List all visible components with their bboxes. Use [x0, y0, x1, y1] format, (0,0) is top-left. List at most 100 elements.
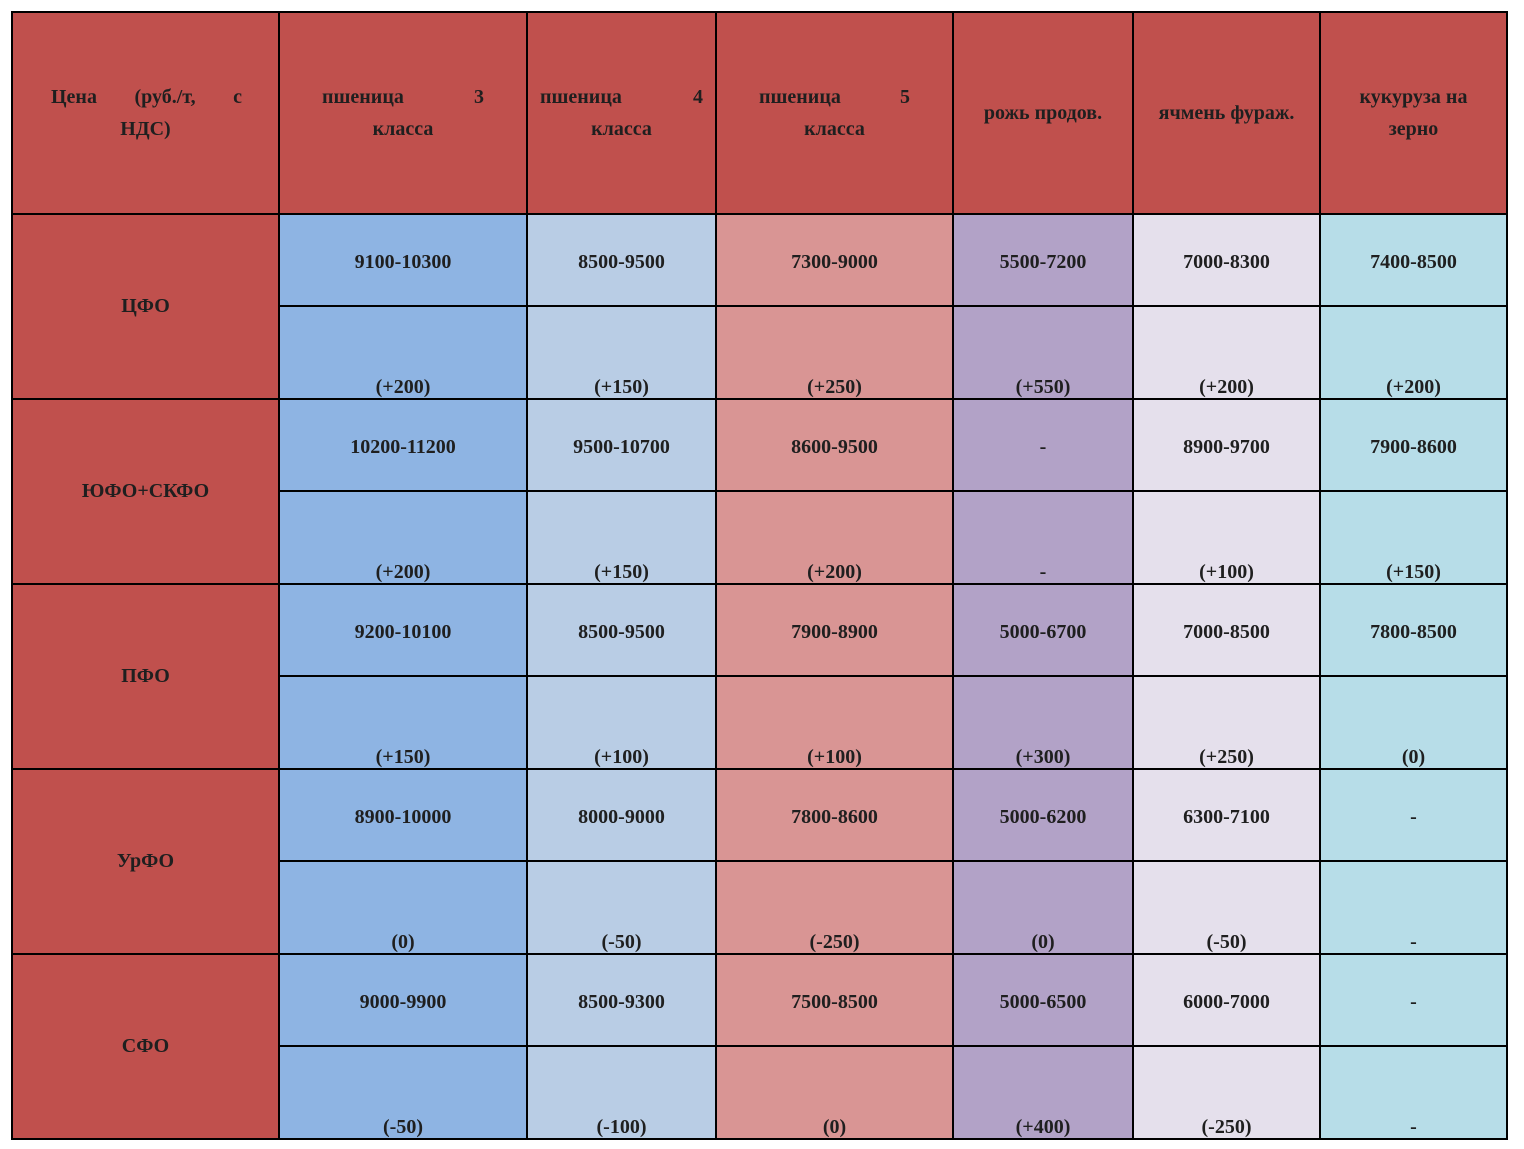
- wheat-4-class-label: класса: [591, 118, 652, 140]
- price-unit-vat: НДС): [120, 118, 171, 140]
- price-range-wheat-3: 10200-11200: [278, 398, 528, 492]
- wheat-5-line1: пшеница 5: [718, 81, 951, 113]
- wheat-3-class-num: 3: [474, 86, 484, 108]
- corn-label-line2: зерно: [1388, 118, 1439, 140]
- price-unit-word: Цена: [51, 86, 97, 108]
- district-cell: ПФО: [11, 583, 280, 770]
- price-change-wheat-4: (+150): [526, 490, 717, 585]
- price-range-wheat-4: 8000-9000: [526, 768, 717, 862]
- price-range-wheat-4: 8500-9500: [526, 213, 717, 307]
- price-change-corn: -: [1319, 1045, 1508, 1140]
- price-change-wheat-4: (+100): [526, 675, 717, 770]
- price-range-rye: 5000-6200: [952, 768, 1134, 862]
- district-cell: УрФО: [11, 768, 280, 955]
- price-unit-header: Цена (руб./т, с НДС): [11, 11, 280, 215]
- column-header-wheat-3: пшеница 3 класса: [278, 11, 528, 215]
- price-change-rye: (+300): [952, 675, 1134, 770]
- wheat-3-class-label: класса: [372, 118, 434, 140]
- rye-label: рожь продов.: [983, 102, 1103, 124]
- price-change-rye: (+400): [952, 1045, 1134, 1140]
- price-range-barley: 6000-7000: [1132, 953, 1321, 1047]
- price-change-corn: (+200): [1319, 305, 1508, 400]
- table-row: (+200) (+150) (+200) - (+100) (+150): [12, 490, 1508, 585]
- price-unit-rub: (руб./т, с: [134, 86, 243, 108]
- wheat-5-class-label: класса: [804, 118, 865, 140]
- table-row: (-50) (-100) (0) (+400) (-250) -: [12, 1045, 1508, 1140]
- price-range-corn: 7900-8600: [1319, 398, 1508, 492]
- price-change-wheat-5: (-250): [715, 860, 954, 955]
- table-row: (+200) (+150) (+250) (+550) (+200) (+200): [12, 305, 1508, 400]
- price-range-rye: 5000-6700: [952, 583, 1134, 677]
- table-row: ПФО 9200-10100 8500-9500 7900-8900 5000-6700…: [11, 583, 1508, 770]
- price-range-rye: 5000-6500: [952, 953, 1134, 1047]
- price-range-barley: 7000-8500: [1132, 583, 1321, 677]
- corn-label-line1: кукуруза на: [1359, 86, 1468, 108]
- header-row: Цена (руб./т, с НДС) пшеница 3 класса пш…: [11, 11, 1508, 215]
- price-range-wheat-3: 9100-10300: [278, 213, 528, 307]
- price-change-wheat-3: (+200): [278, 305, 528, 400]
- wheat-4-word: пшеница: [540, 86, 622, 108]
- table-row: СФО 9000-9900 8500-9300 7500-8500 5000-6500 6…: [11, 953, 1508, 1140]
- price-range-wheat-3: 9000-9900: [278, 953, 528, 1047]
- price-change-barley: (+100): [1132, 490, 1321, 585]
- column-header-barley: ячмень фураж.: [1132, 11, 1321, 215]
- price-range-wheat-5: 8600-9500: [715, 398, 954, 492]
- price-change-wheat-5: (+100): [715, 675, 954, 770]
- wheat-4-class-num: 4: [693, 86, 703, 108]
- price-unit-line1: Цена (руб./т, с: [14, 81, 277, 113]
- price-range-barley: 6300-7100: [1132, 768, 1321, 862]
- price-range-corn: 7800-8500: [1319, 583, 1508, 677]
- wheat-5-word: пшеница: [759, 86, 841, 108]
- price-range-wheat-5: 7300-9000: [715, 213, 954, 307]
- wheat-3-line1: пшеница 3: [281, 81, 525, 113]
- price-range-wheat-3: 9200-10100: [278, 583, 528, 677]
- price-change-barley: (-50): [1132, 860, 1321, 955]
- price-range-wheat-4: 8500-9300: [526, 953, 717, 1047]
- price-change-wheat-5: (+200): [715, 490, 954, 585]
- price-change-wheat-4: (+150): [526, 305, 717, 400]
- wheat-5-class-num: 5: [900, 86, 910, 108]
- price-change-wheat-3: (+200): [278, 490, 528, 585]
- district-cell: ЦФО: [11, 213, 280, 400]
- district-cell: СФО: [11, 953, 280, 1140]
- price-range-barley: 8900-9700: [1132, 398, 1321, 492]
- price-change-rye: -: [952, 490, 1134, 585]
- column-header-wheat-4: пшеница 4 класса: [526, 11, 717, 215]
- price-range-barley: 7000-8300: [1132, 213, 1321, 307]
- price-range-wheat-4: 8500-9500: [526, 583, 717, 677]
- price-change-barley: (-250): [1132, 1045, 1321, 1140]
- price-change-wheat-3: (-50): [278, 1045, 528, 1140]
- price-change-wheat-5: (+250): [715, 305, 954, 400]
- price-change-wheat-3: (+150): [278, 675, 528, 770]
- price-range-rye: -: [952, 398, 1134, 492]
- price-change-corn: (+150): [1319, 490, 1508, 585]
- price-change-barley: (+200): [1132, 305, 1321, 400]
- price-range-wheat-5: 7900-8900: [715, 583, 954, 677]
- price-change-barley: (+250): [1132, 675, 1321, 770]
- price-change-wheat-3: (0): [278, 860, 528, 955]
- price-range-corn: 7400-8500: [1319, 213, 1508, 307]
- table-row: (0) (-50) (-250) (0) (-50) -: [12, 860, 1508, 955]
- price-change-rye: (+550): [952, 305, 1134, 400]
- wheat-3-word: пшеница: [322, 86, 404, 108]
- table-row: ЮФО+СКФО 10200-11200 9500-10700 8600-9500-8…: [11, 398, 1508, 585]
- price-range-corn: -: [1319, 953, 1508, 1047]
- price-range-wheat-4: 9500-10700: [526, 398, 717, 492]
- price-range-wheat-3: 8900-10000: [278, 768, 528, 862]
- column-header-corn: кукуруза на зерно: [1319, 11, 1508, 215]
- price-change-wheat-4: (-50): [526, 860, 717, 955]
- price-range-rye: 5500-7200: [952, 213, 1134, 307]
- price-change-corn: (0): [1319, 675, 1508, 770]
- price-change-corn: -: [1319, 860, 1508, 955]
- price-change-rye: (0): [952, 860, 1134, 955]
- table-body: ЦФО 9100-10300 8500-9500 7300-9000 5500-7200…: [11, 213, 1508, 1140]
- column-header-rye: рожь продов.: [952, 11, 1134, 215]
- district-cell: ЮФО+СКФО: [11, 398, 280, 585]
- grain-price-table: Цена (руб./т, с НДС) пшеница 3 класса пш…: [11, 11, 1508, 1140]
- price-change-wheat-5: (0): [715, 1045, 954, 1140]
- table-row: ЦФО 9100-10300 8500-9500 7300-9000 5500-7200…: [11, 213, 1508, 400]
- table-row: УрФО 8900-10000 8000-9000 7800-8600 5000-620…: [11, 768, 1508, 955]
- column-header-wheat-5: пшеница 5 класса: [715, 11, 954, 215]
- price-range-corn: -: [1319, 768, 1508, 862]
- table-row: (+150) (+100) (+100) (+300) (+250) (0): [12, 675, 1508, 770]
